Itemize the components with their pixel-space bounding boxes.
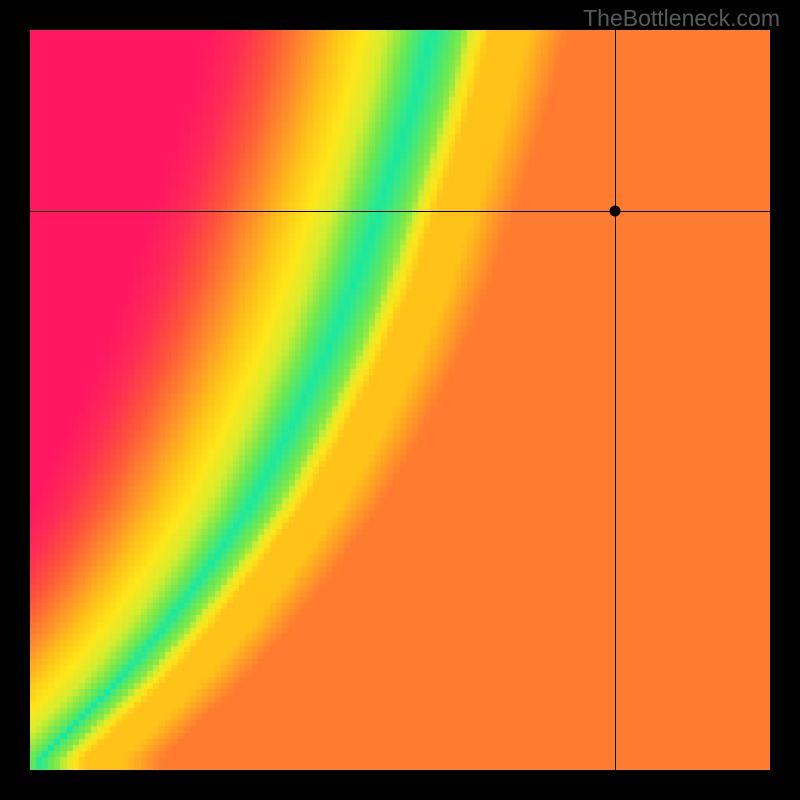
crosshair-horizontal — [30, 211, 770, 212]
watermark-text: TheBottleneck.com — [583, 5, 780, 32]
heatmap-canvas — [30, 30, 770, 770]
crosshair-vertical — [615, 30, 616, 770]
bottleneck-heatmap — [30, 30, 770, 770]
selection-dot — [609, 206, 620, 217]
